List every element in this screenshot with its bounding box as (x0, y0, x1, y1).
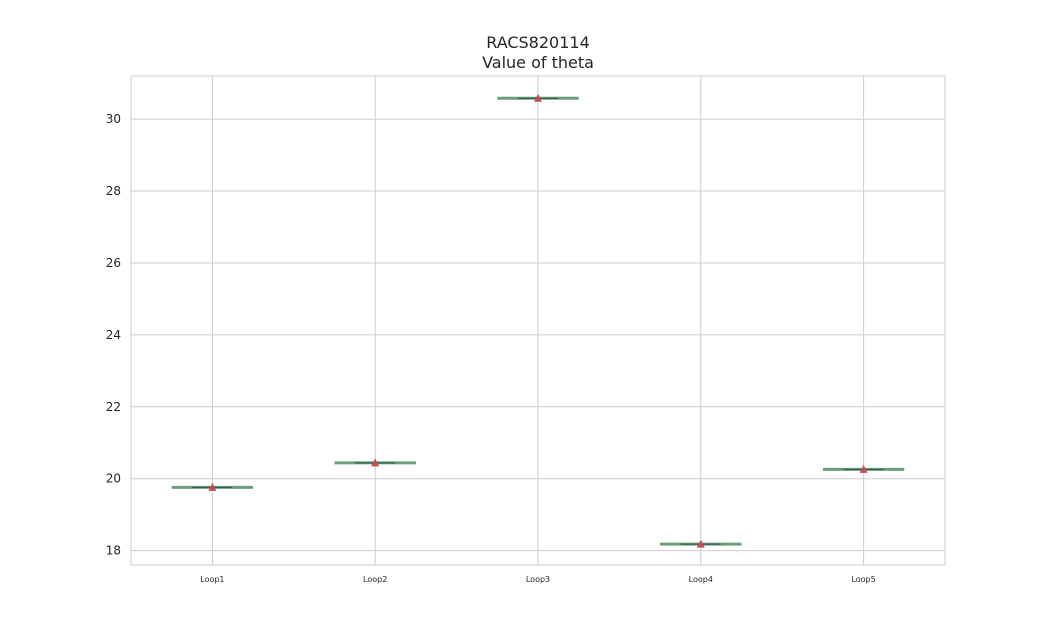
y-tick-label: 30 (106, 112, 121, 126)
x-tick-label: Loop5 (851, 575, 875, 584)
x-tick-label: Loop3 (526, 575, 550, 584)
y-tick-label: 18 (106, 544, 121, 558)
chart-subtitle: Value of theta (482, 53, 594, 72)
mean-marker (859, 464, 868, 473)
plot-frame (130, 75, 946, 566)
x-tick-label: Loop1 (200, 575, 224, 584)
plot-area: 18 20 22 24 26 28 30 Loop1 Loop2 Loop3 Loop4 Loop5 (106, 75, 946, 584)
y-tick-label: 24 (106, 328, 121, 342)
chart-title: RACS820114 (486, 33, 590, 52)
x-tick-label: Loop2 (363, 575, 387, 584)
mean-marker (696, 539, 705, 548)
mean-marker (371, 458, 380, 467)
y-tick-label: 20 (106, 472, 121, 486)
x-tick-label: Loop4 (689, 575, 713, 584)
y-tick-label: 26 (106, 256, 121, 270)
y-tick-label: 28 (106, 184, 121, 198)
mean-marker (208, 482, 217, 491)
mean-marker (534, 93, 542, 102)
y-tick-label: 22 (106, 400, 121, 414)
